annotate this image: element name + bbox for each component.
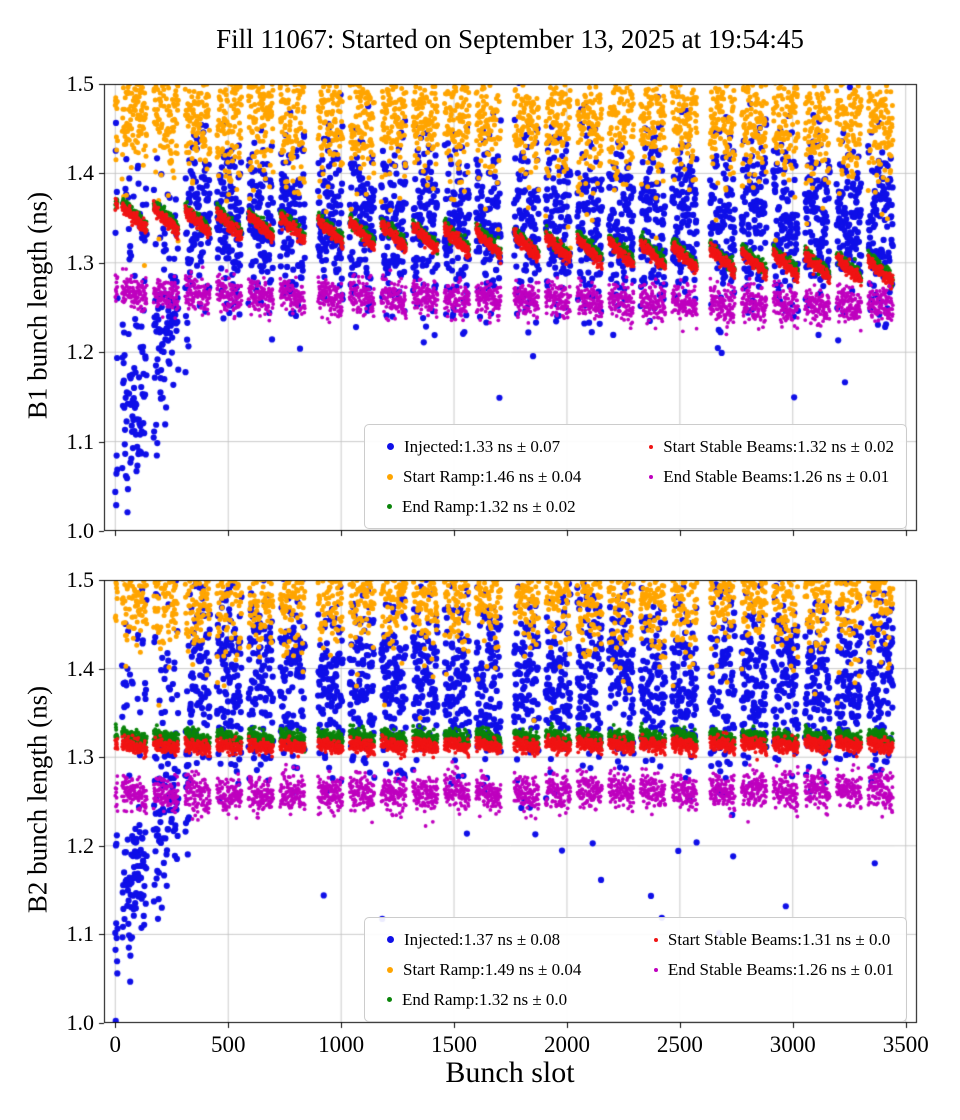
legend-item: End Stable Beams:1.26 ns ± 0.01 (639, 466, 894, 487)
legend-item-label: End Stable Beams:1.26 ns ± 0.01 (667, 960, 894, 979)
legend-item: Start Stable Beams:1.31 ns ± 0.0 (644, 929, 894, 950)
legend-item: Start Ramp:1.49 ns ± 0.04 (377, 959, 622, 980)
y-tick-label: 1.3 (66, 744, 95, 770)
y-tick-label: 1.2 (66, 832, 95, 858)
legend-item-label: Injected:1.33 ns ± 0.07 (404, 437, 561, 456)
x-tick-label: 2000 (543, 1032, 590, 1057)
x-tick-label: 0 (109, 1032, 122, 1057)
legend-item-label: Start Stable Beams:1.32 ns ± 0.02 (663, 437, 894, 456)
y-axis-label-b1: B1 bunch length (ns) (22, 191, 53, 420)
legend-item-label: End Stable Beams:1.26 ns ± 0.01 (663, 467, 890, 486)
x-tick-label: 3500 (882, 1032, 929, 1057)
y-tick-label: 1.5 (66, 71, 95, 96)
legend-item-label: End Ramp:1.32 ns ± 0.02 (402, 497, 576, 516)
y-tick-label: 1.1 (66, 921, 95, 947)
legend-marker-dot-icon (387, 966, 393, 973)
legend-item-label: End Ramp:1.32 ns ± 0.0 (402, 990, 568, 1009)
legend-item-label: Start Ramp:1.46 ns ± 0.04 (403, 467, 582, 486)
legend-item: Start Ramp:1.46 ns ± 0.04 (377, 466, 617, 487)
legend-marker-dot-icon (387, 504, 392, 509)
legend-marker-dot-icon (387, 473, 393, 480)
y-tick-label: 1.2 (66, 339, 95, 365)
legend-item-label: Start Ramp:1.49 ns ± 0.04 (403, 960, 582, 979)
legend-marker-dot-icon (387, 936, 394, 943)
y-axis-label-b2: B2 bunch length (ns) (22, 685, 53, 914)
y-tick-label: 1.4 (66, 160, 95, 186)
x-tick-label: 2500 (656, 1032, 703, 1057)
y-tick-label: 1.4 (66, 655, 95, 681)
x-tick-label: 500 (210, 1032, 246, 1057)
legend-marker-dot-icon (649, 474, 654, 479)
legend-marker-dot-icon (649, 444, 654, 449)
legend-item: End Stable Beams:1.26 ns ± 0.01 (644, 959, 894, 980)
legend-item: End Ramp:1.32 ns ± 0.02 (377, 496, 617, 517)
legend-item-label: Start Stable Beams:1.31 ns ± 0.0 (667, 930, 891, 949)
y-tick-label: 1.3 (66, 249, 95, 275)
x-tick-label: 1500 (431, 1032, 478, 1057)
legend-item: Start Stable Beams:1.32 ns ± 0.02 (639, 436, 894, 457)
y-tick-label: 1.5 (66, 567, 95, 592)
legend-marker-dot-icon (653, 967, 658, 972)
x-axis-label: Bunch slot (445, 1056, 575, 1089)
figure-title: Fill 11067: Started on September 13, 202… (216, 24, 804, 54)
legend-item: End Ramp:1.32 ns ± 0.0 (377, 989, 622, 1010)
legend-item: Injected:1.33 ns ± 0.07 (377, 436, 617, 457)
legend-marker-dot-icon (653, 937, 658, 942)
x-tick-label: 3000 (769, 1032, 816, 1057)
legend-b1: Injected:1.33 ns ± 0.07 Start Ramp:1.46 n… (364, 424, 907, 529)
legend-item: Injected:1.37 ns ± 0.08 (377, 929, 622, 950)
y-tick-label: 1.0 (66, 518, 95, 543)
legend-item-label: Injected:1.37 ns ± 0.08 (404, 930, 561, 949)
y-tick-label: 1.1 (66, 428, 95, 454)
legend-marker-dot-icon (387, 443, 394, 450)
y-tick-label: 1.0 (66, 1010, 95, 1035)
x-tick-label: 1000 (318, 1032, 365, 1057)
legend-b2: Injected:1.37 ns ± 0.08 Start Ramp:1.49 n… (364, 917, 907, 1022)
legend-marker-dot-icon (387, 997, 392, 1002)
